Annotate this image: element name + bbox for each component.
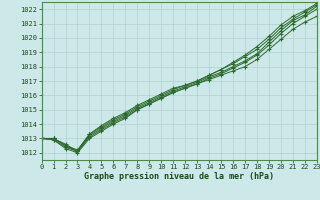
X-axis label: Graphe pression niveau de la mer (hPa): Graphe pression niveau de la mer (hPa): [84, 172, 274, 181]
